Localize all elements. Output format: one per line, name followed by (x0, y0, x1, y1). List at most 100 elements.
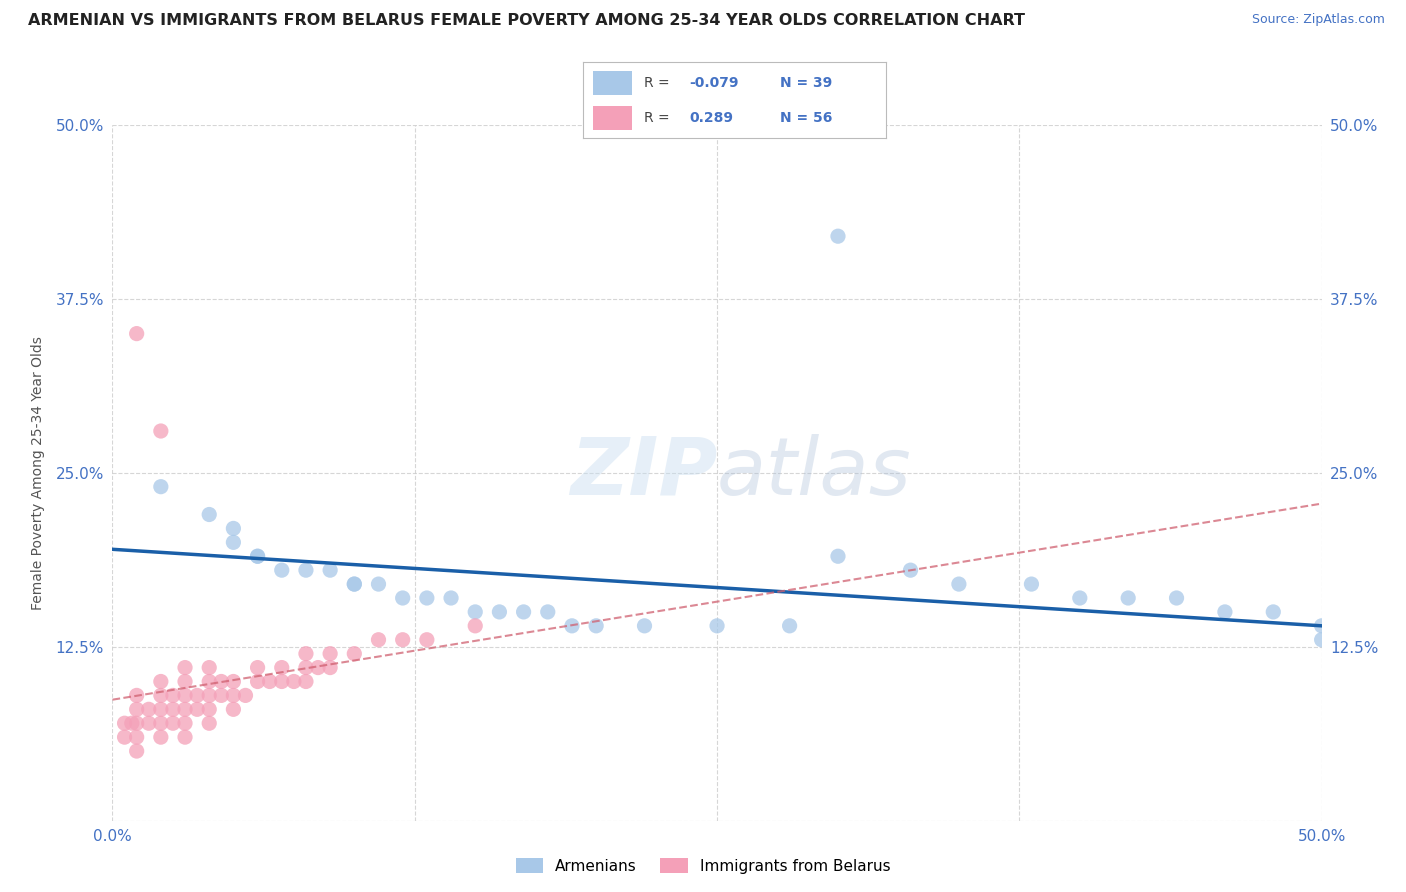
Point (174, 689, 197, 703)
Point (307, 660, 329, 674)
Point (1310, 632, 1333, 647)
Point (149, 424, 172, 438)
Point (222, 689, 245, 703)
Point (295, 647, 318, 661)
Point (343, 577, 366, 591)
Point (162, 702, 184, 716)
Point (319, 563, 342, 577)
Point (138, 702, 160, 716)
Point (246, 674, 269, 689)
Point (186, 702, 208, 716)
Legend: Armenians, Immigrants from Belarus: Armenians, Immigrants from Belarus (509, 852, 897, 880)
Point (174, 674, 197, 689)
Point (440, 591, 463, 605)
Point (1358, 647, 1381, 661)
Point (198, 689, 221, 703)
Point (827, 549, 849, 564)
Point (343, 647, 366, 661)
Point (149, 716, 172, 731)
Point (246, 549, 269, 564)
Point (706, 619, 728, 633)
Point (246, 660, 269, 674)
Point (416, 591, 439, 605)
Point (367, 577, 389, 591)
Point (198, 702, 221, 716)
Point (464, 605, 486, 619)
Point (391, 632, 413, 647)
Point (367, 632, 389, 647)
Point (149, 480, 172, 494)
Point (114, 730, 136, 744)
Point (319, 660, 342, 674)
Point (1021, 577, 1043, 591)
Point (259, 674, 281, 689)
Point (561, 619, 583, 633)
Point (464, 619, 486, 633)
Point (198, 674, 221, 689)
Point (121, 716, 143, 731)
Point (125, 716, 148, 731)
Y-axis label: Female Poverty Among 25-34 Year Olds: Female Poverty Among 25-34 Year Olds (31, 335, 45, 610)
Point (343, 577, 366, 591)
Point (295, 563, 318, 577)
Text: N = 56: N = 56 (780, 111, 832, 125)
Point (209, 674, 232, 689)
Point (1310, 619, 1333, 633)
Point (222, 521, 245, 535)
Point (174, 716, 197, 731)
Point (270, 563, 292, 577)
Point (174, 730, 197, 744)
Point (198, 660, 221, 674)
Point (186, 689, 208, 703)
Point (162, 689, 184, 703)
Point (125, 744, 148, 758)
Point (270, 660, 292, 674)
FancyBboxPatch shape (592, 70, 631, 95)
Text: Source: ZipAtlas.com: Source: ZipAtlas.com (1251, 13, 1385, 27)
Point (125, 702, 148, 716)
Point (1213, 605, 1236, 619)
Point (779, 619, 801, 633)
Point (416, 632, 439, 647)
Text: R =: R = (644, 76, 669, 90)
Text: atlas: atlas (717, 434, 912, 512)
Text: N = 39: N = 39 (780, 76, 832, 90)
Point (948, 577, 970, 591)
Point (246, 549, 269, 564)
Point (633, 619, 655, 633)
Point (1166, 591, 1188, 605)
Point (198, 508, 221, 522)
Text: R =: R = (644, 111, 669, 125)
Point (149, 730, 172, 744)
Point (174, 702, 197, 716)
Text: -0.079: -0.079 (689, 76, 738, 90)
Text: ARMENIAN VS IMMIGRANTS FROM BELARUS FEMALE POVERTY AMONG 25-34 YEAR OLDS CORRELA: ARMENIAN VS IMMIGRANTS FROM BELARUS FEMA… (28, 13, 1025, 29)
Point (222, 702, 245, 716)
Point (222, 535, 245, 549)
Point (149, 689, 172, 703)
Point (827, 229, 849, 244)
Point (270, 674, 292, 689)
Point (222, 674, 245, 689)
Point (391, 591, 413, 605)
Point (295, 674, 318, 689)
Point (114, 716, 136, 731)
Point (138, 716, 160, 731)
Point (125, 730, 148, 744)
Point (1069, 591, 1091, 605)
FancyBboxPatch shape (592, 105, 631, 130)
Point (162, 716, 184, 731)
Text: ZIP: ZIP (569, 434, 717, 512)
Point (512, 605, 534, 619)
Point (125, 326, 148, 341)
Text: 0.289: 0.289 (689, 111, 734, 125)
Point (537, 605, 560, 619)
Point (198, 716, 221, 731)
Point (900, 563, 922, 577)
Point (174, 660, 197, 674)
Point (319, 647, 342, 661)
Point (1116, 591, 1139, 605)
Point (295, 660, 318, 674)
Point (149, 674, 172, 689)
Point (209, 689, 232, 703)
